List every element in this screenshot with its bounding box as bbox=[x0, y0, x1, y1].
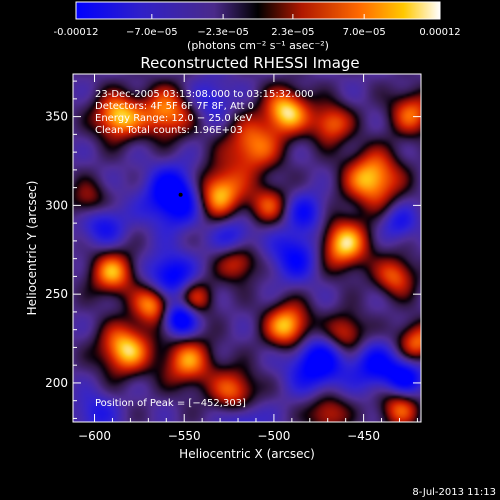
x-tick-label: −500 bbox=[257, 429, 290, 443]
colorbar-tick-label: 7.0e−05 bbox=[343, 27, 386, 38]
heatmap-image bbox=[73, 74, 421, 422]
peak-position-label: Position of Peak = [−452,303] bbox=[95, 398, 246, 409]
annotation-block: 23-Dec-2005 03:13:08.000 to 03:15:32.000… bbox=[95, 89, 314, 409]
y-tick-label: 250 bbox=[45, 287, 68, 301]
x-tick-label: −550 bbox=[168, 429, 201, 443]
y-tick-label: 200 bbox=[45, 376, 68, 390]
chart-title: Reconstructed RHESSI Image bbox=[140, 54, 359, 72]
annotation-detectors: Detectors: 4F 5F 6F 7F 8F, Att 0 bbox=[95, 101, 254, 112]
colorbar-tick-label: -0.00012 bbox=[54, 27, 99, 38]
heatmap-raster bbox=[73, 74, 421, 422]
colorbar-tick-label: −7.0e−05 bbox=[126, 27, 178, 38]
annotation-time: 23-Dec-2005 03:13:08.000 to 03:15:32.000 bbox=[95, 89, 314, 100]
colorbar-tick-label: −2.3e−05 bbox=[197, 27, 249, 38]
annotation-energy: Energy Range: 12.0 − 25.0 keV bbox=[95, 113, 252, 124]
footer-timestamp: 8-Jul-2013 11:13 bbox=[412, 487, 496, 498]
colorbar: -0.00012 −7.0e−05 −2.3e−05 2.3e−05 7.0e−05 0.… bbox=[54, 1, 461, 52]
colorbar-tick-label: 2.3e−05 bbox=[271, 27, 314, 38]
image-marker bbox=[178, 192, 183, 197]
y-tick-label: 300 bbox=[45, 198, 68, 212]
x-axis-label: Heliocentric X (arcsec) bbox=[179, 447, 315, 461]
axis-ticks: −600 −550 −500 −450 200 250 300 350 bbox=[45, 74, 421, 443]
colorbar-ticks: -0.00012 −7.0e−05 −2.3e−05 2.3e−05 7.0e−05 0.… bbox=[54, 14, 461, 38]
plot-frame bbox=[72, 73, 422, 423]
annotation-counts: Clean Total counts: 1.96E+03 bbox=[95, 125, 243, 136]
x-tick-label: −450 bbox=[347, 429, 380, 443]
colorbar-tick-label: 0.00012 bbox=[419, 27, 460, 38]
colorbar-gradient bbox=[75, 1, 441, 20]
colorbar-unit-label: (photons cm⁻² s⁻¹ asec⁻²) bbox=[187, 39, 329, 52]
y-axis-label: Heliocentric Y (arcsec) bbox=[25, 181, 39, 316]
x-tick-label: −600 bbox=[78, 429, 111, 443]
y-tick-label: 350 bbox=[45, 110, 68, 124]
